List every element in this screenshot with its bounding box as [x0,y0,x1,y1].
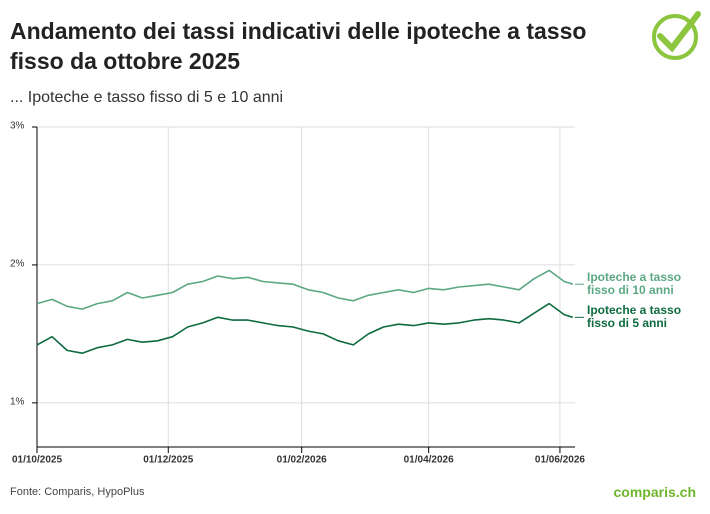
logo: comparis.ch [613,484,696,500]
x-tick-label: 01/10/2025 [12,455,62,466]
logo-check [652,11,701,60]
chart-title: Andamento dei tassi indicativi delle ipo… [10,18,587,74]
series-label: Ipoteche a tasso fisso di 5 anni [587,303,682,331]
x-tick-label: 01/06/2026 [535,455,585,466]
series-line [36,269,574,310]
y-tick-label: 2% [10,259,25,270]
series-line [36,302,574,354]
y-tick-label: 3% [10,121,25,132]
x-tick-label: 01/02/2026 [277,455,327,466]
series-label: Ipoteche a tasso fisso di 10 anni [587,270,682,298]
x-tick-label: 01/04/2026 [404,455,454,466]
check-mark [657,11,701,53]
x-tick-label: 01/12/2025 [143,455,193,466]
check-circle [652,14,698,60]
chart-subtitle: ... Ipoteche e tasso fisso di 5 e 10 ann… [10,89,284,106]
y-tick-label: 1% [10,397,25,408]
source: Fonte: Comparis, HypoPlus [10,486,145,498]
